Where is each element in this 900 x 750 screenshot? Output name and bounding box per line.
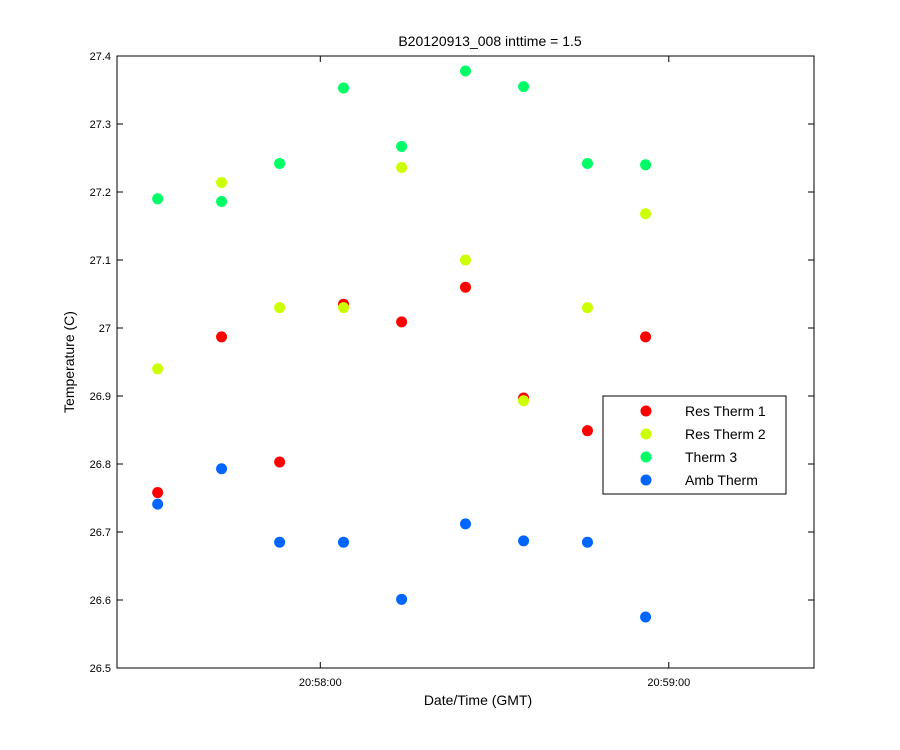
data-point — [396, 316, 408, 328]
legend: Res Therm 1 Res Therm 2 Therm 3 Amb Therm — [602, 395, 787, 495]
data-point — [274, 302, 286, 314]
data-point — [216, 463, 228, 475]
tick-labels: 26.5 26.6 26.7 26.8 26.9 27 27.1 27.2 27.3 27.4 20… — [90, 51, 691, 689]
data-point — [274, 536, 286, 548]
y-tick-label: 27.1 — [90, 255, 111, 267]
legend-box — [602, 395, 787, 495]
data-point — [581, 302, 593, 314]
series-amb-therm — [152, 463, 652, 623]
data-points — [152, 65, 652, 623]
y-tick-label: 26.6 — [90, 595, 111, 607]
data-point — [338, 302, 350, 314]
y-tick-label: 27.4 — [90, 51, 111, 63]
data-point — [216, 331, 228, 343]
legend-marker — [640, 451, 652, 463]
y-axis-label: Temperature (C) — [61, 311, 77, 413]
data-point — [152, 193, 164, 205]
series-res-therm-1 — [152, 281, 652, 499]
x-tick-label: 20:58:00 — [299, 677, 342, 689]
data-point — [152, 498, 164, 510]
data-point — [640, 208, 652, 220]
series-therm-3 — [152, 65, 652, 208]
data-point — [460, 254, 471, 266]
data-point — [152, 363, 164, 375]
data-point — [460, 281, 471, 293]
data-point — [274, 157, 286, 169]
data-point — [518, 81, 530, 93]
data-point — [640, 159, 652, 171]
legend-label: Therm 3 — [685, 449, 737, 465]
x-tick-label: 20:59:00 — [647, 677, 690, 689]
y-tick-label: 26.5 — [90, 663, 111, 675]
data-point — [640, 611, 652, 623]
data-point — [396, 162, 408, 174]
legend-marker — [640, 474, 652, 486]
y-tick-label: 26.9 — [90, 391, 111, 403]
legend-label: Res Therm 1 — [685, 403, 766, 419]
data-point — [640, 331, 652, 343]
y-tick-label: 27.3 — [90, 119, 111, 131]
y-tick-label: 27 — [99, 323, 111, 335]
data-point — [274, 456, 286, 468]
plot-frame — [116, 55, 815, 669]
series-res-therm-2 — [152, 162, 652, 407]
legend-marker — [640, 405, 652, 417]
data-point — [338, 82, 350, 94]
y-tick-label: 26.8 — [90, 459, 111, 471]
data-point — [581, 157, 593, 169]
data-point — [338, 536, 350, 548]
data-point — [216, 196, 228, 208]
data-point — [518, 535, 530, 547]
legend-marker — [640, 428, 652, 440]
legend-label: Amb Therm — [685, 472, 758, 488]
y-tick-label: 27.2 — [90, 187, 111, 199]
data-point — [581, 536, 593, 548]
data-point — [216, 176, 228, 188]
data-point — [518, 395, 530, 407]
plot-area — [117, 56, 814, 668]
data-point — [152, 487, 164, 499]
x-axis-label: Date/Time (GMT) — [424, 692, 532, 708]
data-point — [460, 518, 471, 530]
data-point — [396, 140, 408, 152]
data-point — [460, 65, 471, 77]
chart-title: B20120913_008 inttime = 1.5 — [398, 33, 582, 49]
y-tick-label: 26.7 — [90, 527, 111, 539]
legend-label: Res Therm 2 — [685, 426, 766, 442]
data-point — [396, 593, 408, 605]
data-point — [581, 425, 593, 437]
